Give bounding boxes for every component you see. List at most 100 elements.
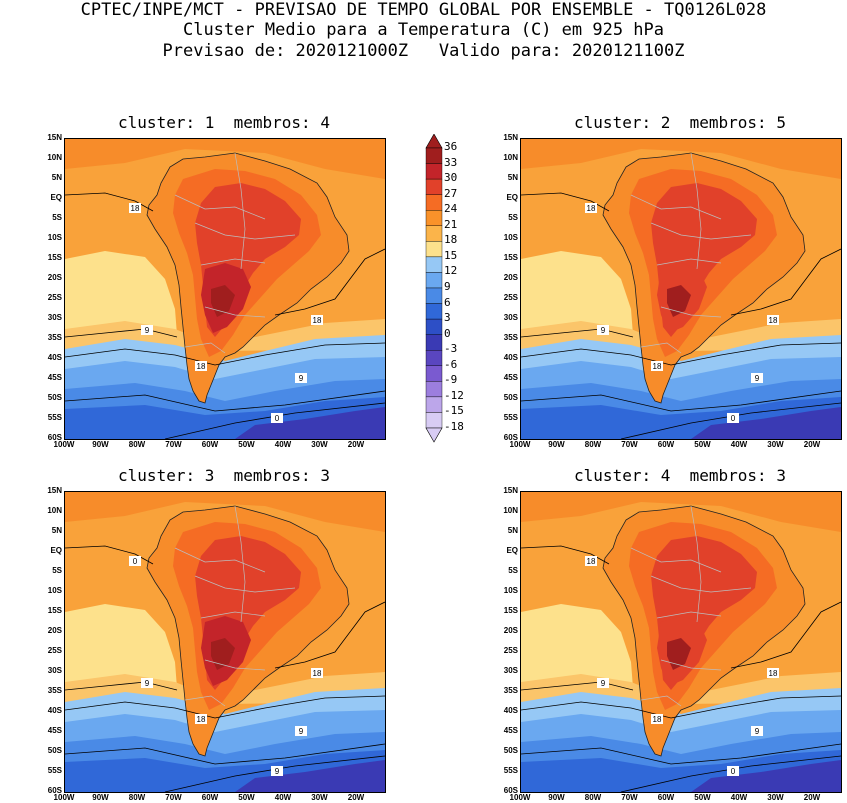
lat-tick-label: 55S — [503, 766, 518, 775]
svg-text:18: 18 — [313, 669, 322, 678]
colorbar-swatch — [425, 163, 443, 180]
lat-tick-label: 20S — [503, 273, 518, 282]
contour-label: 18 — [585, 203, 597, 213]
lat-tick-label: 50S — [503, 393, 518, 402]
lon-tick-label: 40W — [274, 440, 292, 449]
colorbar-tick-label: 24 — [444, 202, 458, 216]
lat-tick-label: EQ — [506, 546, 518, 555]
lat-tick-label: 25S — [503, 646, 518, 655]
lon-tick-label: 30W — [767, 793, 784, 802]
lat-tick-label: 15N — [47, 486, 62, 495]
lon-tick-label: 80W — [128, 440, 146, 449]
lat-tick-label: 50S — [503, 746, 518, 755]
lat-tick-label: 50S — [47, 393, 62, 402]
colorbar-tick-label: -12 — [444, 388, 464, 402]
contour-label: 18 — [129, 203, 141, 213]
lon-tick-label: 70W — [165, 793, 182, 802]
panel-3-title: cluster: 3 membros: 3 — [118, 466, 330, 485]
lon-tick-label: 60W — [657, 793, 675, 802]
contour-label: 18 — [651, 714, 663, 724]
map-panel-cluster-2: 18 9 18 18 9 0 — [520, 138, 842, 440]
lon-tick-label: 80W — [128, 793, 146, 802]
lat-tick-label: 20S — [47, 626, 62, 635]
lon-tick-label: 60W — [201, 793, 219, 802]
lon-tick-label: 40W — [730, 793, 748, 802]
colorbar-tick-label: 33 — [444, 155, 458, 169]
lat-tick-label: 55S — [503, 413, 518, 422]
lat-tick-label: 20S — [47, 273, 62, 282]
colorbar-swatch — [425, 256, 443, 273]
lat-tick-label: 40S — [503, 706, 518, 715]
lat-tick-label: 15N — [47, 133, 62, 142]
contour-label: 18 — [311, 315, 323, 325]
map-panel-cluster-3: 1891818990 — [64, 491, 386, 793]
colorbar-swatch — [425, 365, 443, 382]
svg-text:18: 18 — [313, 316, 322, 325]
figure-title: CPTEC/INPE/MCT - PREVISAO DE TEMPO GLOBA… — [80, 0, 767, 20]
contour-label: 9 — [271, 766, 283, 776]
lon-tick-label: 100W — [53, 793, 75, 802]
lat-tick-label: 45S — [503, 726, 518, 735]
lat-tick-label: 25S — [47, 646, 62, 655]
map-panel-cluster-4: 18 9 18 18 9 0 — [520, 491, 842, 793]
lon-tick-label: 20W — [803, 793, 821, 802]
colorbar-tick-label: -3 — [444, 342, 458, 356]
temperature-map-4: 18 9 18 18 9 0 — [521, 492, 841, 792]
svg-text:9: 9 — [755, 727, 760, 736]
contour-label: 18 — [767, 668, 779, 678]
contour-label: 18 — [195, 714, 207, 724]
colorbar-tick-label: -15 — [444, 404, 464, 418]
contour-label: 9 — [141, 325, 153, 335]
lat-tick-label: 35S — [47, 333, 62, 342]
lon-tick-label: 60W — [201, 440, 219, 449]
lat-tick-label: 15S — [47, 253, 62, 262]
colorbar-swatch — [425, 350, 443, 366]
lat-tick-label: 5S — [52, 566, 62, 575]
lon-tick-label: 40W — [730, 440, 748, 449]
svg-text:18: 18 — [197, 362, 206, 371]
lat-tick-label: 45S — [47, 373, 62, 382]
lon-tick-label: 80W — [584, 793, 602, 802]
svg-text:0: 0 — [133, 557, 138, 566]
lon-tick-label: 20W — [347, 440, 365, 449]
lat-tick-label: 45S — [503, 373, 518, 382]
svg-text:9: 9 — [145, 326, 150, 335]
colorbar-top-arrow — [425, 133, 443, 149]
lon-tick-label: 100W — [53, 440, 75, 449]
lat-tick-label: 10N — [503, 153, 518, 162]
colorbar-tick-label: 6 — [444, 295, 451, 309]
temperature-map-3: 1891818990 — [65, 492, 385, 792]
contour-label: 9 — [295, 373, 307, 383]
svg-text:9: 9 — [299, 374, 304, 383]
lat-tick-label: 10S — [503, 586, 518, 595]
svg-text:18: 18 — [769, 669, 778, 678]
contour-label: 0 — [129, 556, 141, 566]
colorbar-tick-label: -18 — [444, 420, 464, 433]
lon-tick-label: 50W — [238, 793, 255, 802]
lat-tick-label: 60S — [47, 433, 62, 442]
svg-text:18: 18 — [197, 715, 206, 724]
contour-label: 9 — [141, 678, 153, 688]
contour-label: 18 — [195, 361, 207, 371]
lat-tick-label: 5N — [51, 526, 62, 535]
lat-tick-label: 5N — [507, 173, 518, 182]
lon-tick-label: 30W — [311, 793, 328, 802]
colorbar-tick-label: 0 — [444, 326, 451, 340]
lon-tick-label: 20W — [803, 440, 821, 449]
lat-tick-label: 60S — [503, 433, 518, 442]
lat-tick-label: 55S — [47, 766, 62, 775]
lon-tick-label: 60W — [657, 440, 675, 449]
contour-label: 18 — [585, 556, 597, 566]
lon-tick-label: 100W — [509, 440, 531, 449]
svg-text:0: 0 — [731, 767, 736, 776]
colorbar-tick-label: -6 — [444, 357, 458, 371]
colorbar-swatch — [425, 178, 443, 195]
lat-tick-label: 10N — [47, 153, 62, 162]
lon-tick-label: 20W — [347, 793, 365, 802]
svg-text:9: 9 — [145, 679, 150, 688]
panel-2-title: cluster: 2 membros: 5 — [574, 113, 786, 132]
colorbar-swatch — [425, 381, 443, 398]
colorbar-swatch — [425, 147, 443, 164]
lat-tick-label: EQ — [50, 546, 62, 555]
panel-1-title: cluster: 1 membros: 4 — [118, 113, 330, 132]
